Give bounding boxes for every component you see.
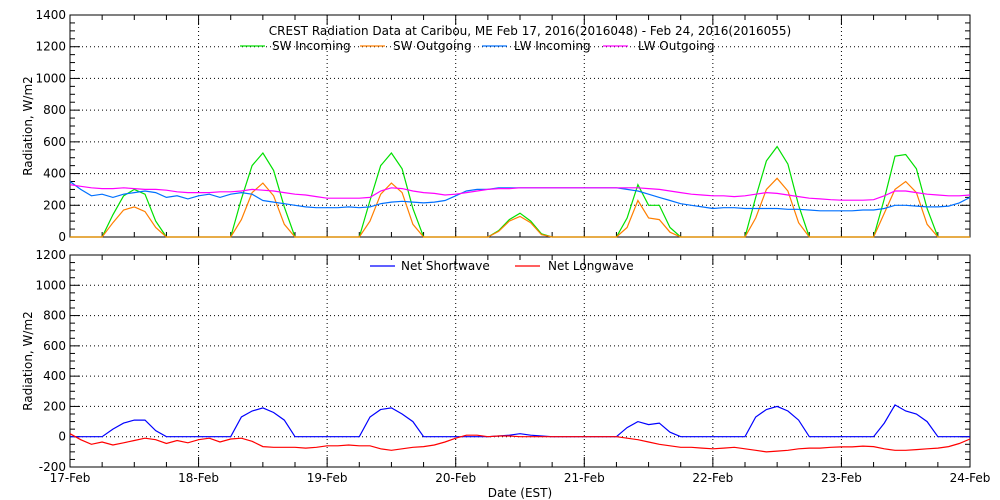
panel-2: -200 0 200 400 600 800 1000 1200 Radiation, W/m2… bbox=[21, 248, 990, 500]
panel-1: 0 200 400 600 800 1000 1200 1400 Radiation, W/m2… bbox=[21, 8, 971, 244]
y-tick-label: 400 bbox=[43, 369, 66, 383]
x-tick-label: 19-Feb bbox=[307, 471, 348, 485]
legend-label: Net Longwave bbox=[548, 259, 634, 273]
y-tick-label: 1000 bbox=[35, 71, 66, 85]
x-tick-label: 18-Feb bbox=[178, 471, 219, 485]
x-tick-label: 24-Feb bbox=[950, 471, 991, 485]
y-tick-label: 200 bbox=[43, 399, 66, 413]
y-tick-label: 0 bbox=[58, 430, 66, 444]
x-tick-label: 17-Feb bbox=[50, 471, 91, 485]
y-tick-label: 800 bbox=[43, 103, 66, 117]
legend-label: LW Outgoing bbox=[638, 39, 715, 53]
y-tick-label: 600 bbox=[43, 339, 66, 353]
y-axis-label: Radiation, W/m2 bbox=[21, 76, 35, 176]
x-tick-label: 22-Feb bbox=[692, 471, 733, 485]
legend-label: Net Shortwave bbox=[401, 259, 490, 273]
y-tick-label: 800 bbox=[43, 309, 66, 323]
y-tick-label: 400 bbox=[43, 167, 66, 181]
x-axis-label: Date (EST) bbox=[488, 486, 552, 500]
y-tick-label: 1200 bbox=[35, 248, 66, 262]
y-tick-label: 1200 bbox=[35, 40, 66, 54]
series-line-lw-outgoing bbox=[69, 184, 971, 201]
series-line-net-shortwave bbox=[70, 404, 970, 438]
series-line-sw-incoming bbox=[70, 145, 970, 238]
y-tick-label: 200 bbox=[43, 198, 66, 212]
y-tick-label: 600 bbox=[43, 135, 66, 149]
x-tick-label: 20-Feb bbox=[435, 471, 476, 485]
y-tick-label: 0 bbox=[58, 230, 66, 244]
legend-label: SW Incoming bbox=[272, 39, 351, 53]
plot-frame bbox=[69, 14, 971, 238]
x-tick-label: 23-Feb bbox=[821, 471, 862, 485]
x-tick-label: 21-Feb bbox=[564, 471, 605, 485]
series-line-lw-incoming bbox=[69, 181, 971, 212]
y-tick-label: 1400 bbox=[35, 8, 66, 22]
series-line-net-longwave bbox=[69, 433, 971, 453]
series-line-sw-outgoing bbox=[70, 177, 970, 238]
chart-title: CREST Radiation Data at Caribou, ME Feb … bbox=[269, 24, 791, 38]
legend-label: LW Incoming bbox=[514, 39, 591, 53]
y-tick-label: -200 bbox=[39, 460, 66, 474]
y-tick-label: 1000 bbox=[35, 278, 66, 292]
y-axis-label: Radiation, W/m2 bbox=[21, 311, 35, 411]
legend-label: SW Outgoing bbox=[393, 39, 472, 53]
plot-frame bbox=[69, 254, 971, 468]
